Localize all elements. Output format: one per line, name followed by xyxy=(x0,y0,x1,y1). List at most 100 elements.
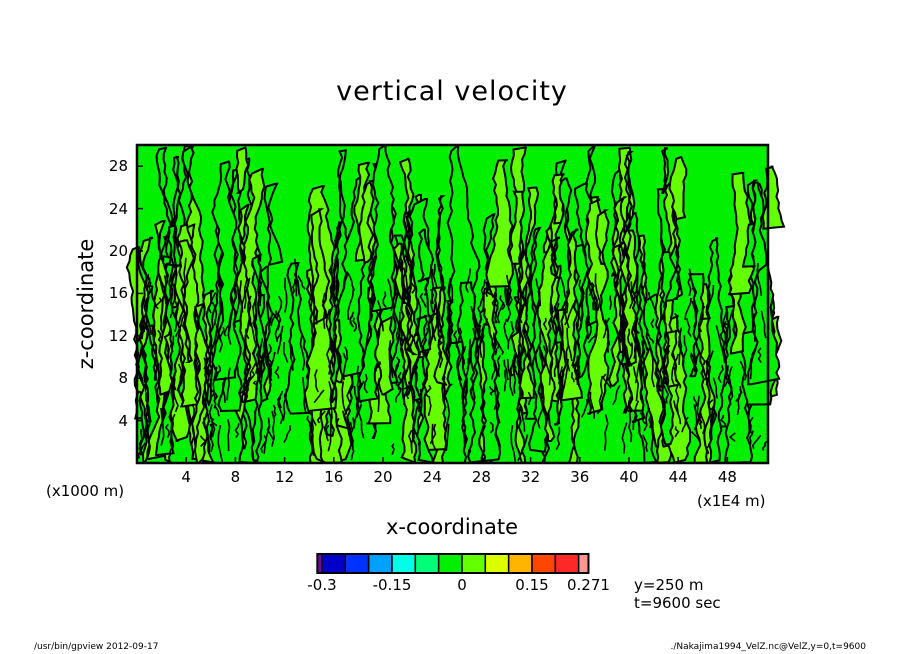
contour-line xyxy=(641,281,648,304)
contour-line xyxy=(717,364,724,384)
contour-line xyxy=(724,365,731,387)
contour-line xyxy=(302,376,307,413)
contour-line xyxy=(472,327,479,354)
contour-line xyxy=(157,329,162,344)
colorbar-segment xyxy=(577,553,590,574)
contour-line xyxy=(326,347,332,375)
contour-line xyxy=(445,383,453,394)
contour-line xyxy=(455,327,463,346)
contour-line xyxy=(565,344,571,372)
contour-line xyxy=(503,359,509,381)
contour-line xyxy=(164,275,167,304)
contour-line xyxy=(250,322,258,354)
contour-line xyxy=(444,395,451,432)
contour-line xyxy=(612,384,621,406)
contour-line xyxy=(417,388,423,413)
contour-line xyxy=(299,335,306,371)
contour-region xyxy=(417,228,435,283)
contour-line xyxy=(316,410,326,424)
contour-line xyxy=(164,423,171,439)
contour-line xyxy=(692,396,698,409)
contour-line xyxy=(402,267,411,303)
contour-line xyxy=(427,396,432,416)
annotation-t: t=9600 sec xyxy=(634,594,721,612)
contour-line xyxy=(346,271,356,292)
contour-line xyxy=(561,364,567,378)
contour-line xyxy=(760,310,767,339)
plot-frame xyxy=(135,143,770,465)
contour-line xyxy=(560,276,569,314)
contour-line xyxy=(294,258,298,297)
contour-line xyxy=(686,318,692,337)
contour-line xyxy=(642,434,648,452)
contour-region xyxy=(193,289,214,464)
contour-region xyxy=(688,273,705,378)
contour-region xyxy=(392,242,408,304)
contour-line xyxy=(227,419,231,452)
contour-line xyxy=(199,435,207,447)
contour-line xyxy=(553,351,558,377)
contour-line xyxy=(749,416,754,436)
contour-line xyxy=(226,367,231,401)
contour-line xyxy=(376,377,381,412)
contour-line xyxy=(691,300,698,328)
contour-line xyxy=(555,426,561,450)
contour-line xyxy=(251,260,260,291)
contour-line xyxy=(647,291,658,314)
contour-line xyxy=(341,381,348,415)
colorbar-segment xyxy=(461,553,487,574)
contour-region xyxy=(154,224,182,457)
contour-line xyxy=(457,354,464,381)
contour-line xyxy=(369,297,374,321)
contour-line xyxy=(267,343,272,359)
colorbar-segment xyxy=(554,553,580,574)
contour-line xyxy=(739,360,748,381)
contour-line xyxy=(183,257,187,289)
contour-line xyxy=(233,262,239,299)
contour-line xyxy=(203,357,211,376)
contour-line xyxy=(555,302,561,336)
contour-line xyxy=(334,279,339,311)
contour-line xyxy=(489,421,494,434)
contour-line xyxy=(507,320,515,342)
contour-line xyxy=(723,366,733,387)
contour-line xyxy=(684,297,692,320)
contour-line xyxy=(322,292,326,329)
contour-line xyxy=(147,274,153,293)
contour-line xyxy=(643,407,651,432)
contour-line xyxy=(423,277,430,296)
contour-line xyxy=(627,328,632,347)
contour-line xyxy=(492,332,500,349)
colorbar-segment xyxy=(507,553,533,574)
contour-line xyxy=(495,392,501,424)
colorbar-frame xyxy=(316,553,590,574)
contour-line xyxy=(446,309,451,332)
contour-line xyxy=(170,335,175,353)
colorbar-segment xyxy=(321,553,347,574)
contour-line xyxy=(408,429,413,454)
contour-line xyxy=(621,422,628,454)
colorbar-segment xyxy=(344,553,370,574)
annotation-y: y=250 m xyxy=(634,576,704,594)
contour-line xyxy=(342,352,348,381)
contour-line xyxy=(609,295,613,310)
contour-line xyxy=(307,276,313,311)
contour-line xyxy=(234,286,241,319)
contour-line xyxy=(227,306,234,334)
colorbar-tick-label: 0.15 xyxy=(515,576,549,594)
contour-line xyxy=(705,350,714,386)
contour-region xyxy=(235,203,252,404)
contour-region xyxy=(155,146,174,259)
contour-line xyxy=(578,279,585,303)
contour-line xyxy=(388,340,394,378)
y-tick-label: 12 xyxy=(108,326,128,345)
contour-line xyxy=(376,300,385,332)
contour-line xyxy=(247,295,252,327)
contour-line xyxy=(704,360,709,381)
x-unit-left: (x1000 m) xyxy=(46,482,125,500)
contour-line xyxy=(268,368,273,384)
contour-line xyxy=(144,410,151,442)
contour-line xyxy=(573,355,579,385)
y-tick-label: 20 xyxy=(108,242,128,260)
